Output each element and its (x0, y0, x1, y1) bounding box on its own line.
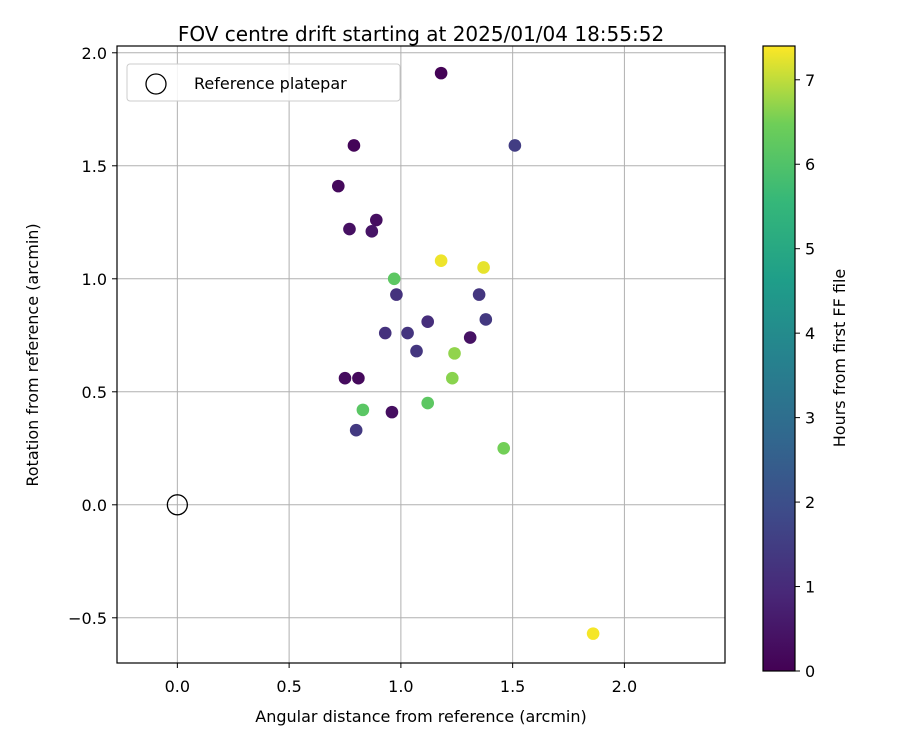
data-point (390, 288, 403, 301)
colorbar-tick-label: 7 (805, 71, 815, 90)
legend-marker (145, 73, 167, 95)
data-point (463, 331, 477, 344)
colorbar-tick-label: 4 (805, 324, 815, 343)
data-point (497, 441, 511, 455)
data-point (401, 326, 414, 340)
colorbar-tick-label: 1 (805, 578, 815, 597)
data-point (410, 344, 423, 358)
x-axis-label: Angular distance from reference (arcmin) (255, 707, 586, 726)
colorbar-label: Hours from first FF file (830, 269, 849, 448)
x-tick-label: 1.5 (500, 677, 525, 696)
x-axis-ticks: 0.0 0.5 1.0 1.5 2.0 (165, 663, 637, 696)
data-point (479, 313, 493, 326)
data-point (445, 371, 459, 385)
data-point (349, 423, 363, 437)
y-tick-label: 2.0 (82, 44, 107, 63)
data-point (448, 347, 461, 360)
y-axis-label: Rotation from reference (arcmin) (23, 223, 42, 486)
data-point (347, 139, 361, 152)
colorbar-frame (762, 45, 796, 672)
data-point (421, 315, 435, 329)
y-tick-label: 1.0 (82, 270, 107, 289)
data-point (434, 66, 448, 80)
legend-box (126, 63, 401, 102)
colorbar-tick-label: 5 (805, 240, 815, 259)
reference-platepar-point (166, 494, 189, 516)
colorbar-tick-label: 6 (805, 155, 815, 174)
data-point (586, 627, 600, 640)
data-point (387, 272, 401, 286)
colorbar-tick-label: 3 (805, 409, 815, 428)
data-point (477, 261, 490, 274)
plot-frame (116, 45, 726, 664)
legend-label: Reference platepar (194, 74, 347, 93)
x-tick-label: 2.0 (612, 677, 637, 696)
y-tick-label: 1.5 (82, 157, 107, 176)
x-tick-label: 1.0 (388, 677, 413, 696)
data-point (365, 225, 379, 238)
data-point (343, 222, 356, 236)
chart-title: FOV centre drift starting at 2025/01/04 … (178, 22, 664, 46)
y-tick-label: 0.5 (82, 383, 107, 402)
x-tick-label: 0.0 (165, 677, 190, 696)
data-points (166, 66, 600, 640)
y-tick-label: 0.0 (82, 496, 107, 515)
colorbar-tick-label: 0 (805, 662, 815, 681)
data-point (352, 371, 365, 385)
data-point (421, 396, 435, 410)
data-point (472, 288, 486, 301)
colorbar-ticks: 0 1 2 3 4 5 6 7 (795, 71, 815, 681)
data-point (356, 403, 370, 417)
y-tick-label: −0.5 (68, 609, 107, 628)
data-point (434, 254, 448, 268)
colorbar-gradient (763, 46, 795, 671)
x-tick-label: 0.5 (276, 677, 301, 696)
grid (117, 46, 725, 663)
data-point (508, 139, 522, 152)
colorbar: 0 1 2 3 4 5 6 7 Hours from first FF file (762, 45, 849, 681)
colorbar-tick-label: 2 (805, 493, 815, 512)
data-point (338, 371, 352, 385)
y-axis-ticks: −0.5 0.0 0.5 1.0 1.5 2.0 (68, 44, 117, 628)
data-point (369, 213, 383, 227)
data-point (331, 179, 345, 193)
data-point (378, 326, 392, 340)
legend: Reference platepar (126, 63, 401, 102)
data-point (385, 405, 399, 419)
